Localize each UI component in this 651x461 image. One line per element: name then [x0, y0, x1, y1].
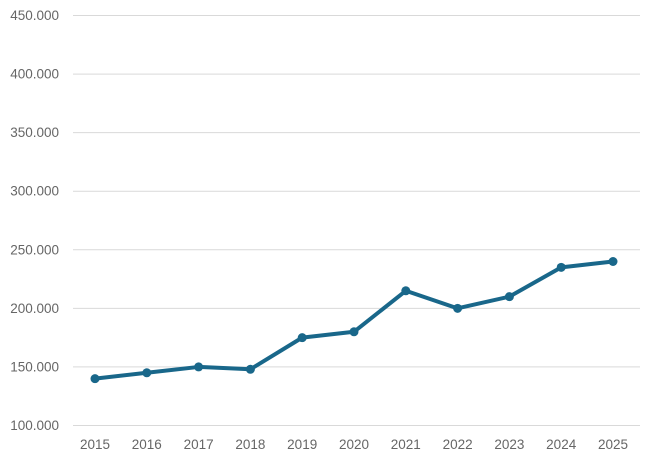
y-axis-tick-label: 150.000: [10, 359, 59, 374]
data-point-2016: [142, 368, 152, 378]
x-axis-tick-label: 2022: [443, 437, 473, 452]
data-point-2021: [401, 286, 411, 296]
x-axis-tick-label: 2017: [184, 437, 214, 452]
data-point-2015: [90, 374, 100, 384]
x-axis-tick-label: 2024: [546, 437, 577, 452]
y-axis-tick-label: 350.000: [10, 125, 59, 140]
y-axis-tick-label: 300.000: [10, 184, 59, 199]
y-axis-tick-label: 400.000: [10, 67, 59, 82]
y-axis-tick-label: 200.000: [10, 301, 59, 316]
data-point-2023: [504, 292, 514, 302]
x-axis-tick-label: 2025: [598, 437, 628, 452]
data-point-2025: [608, 257, 618, 266]
x-axis-tick-label: 2020: [339, 437, 369, 452]
x-axis-tick-label: 2018: [235, 437, 265, 452]
data-line: [93, 259, 615, 381]
x-axis-tick-label: 2015: [80, 437, 110, 452]
y-axis-tick-label: 100.000: [10, 418, 59, 433]
x-axis-tick-label: 2016: [132, 437, 162, 452]
data-point-2019: [297, 333, 307, 343]
data-point-2022: [453, 303, 463, 313]
y-axis-tick-label: 250.000: [10, 242, 59, 257]
x-axis-tick-label: 2023: [494, 437, 524, 452]
y-axis-tick-label: 450.000: [10, 8, 59, 23]
x-axis-tick-label: 2019: [287, 437, 317, 452]
data-point-2017: [194, 362, 204, 372]
x-axis-tick-label: 2021: [391, 437, 421, 452]
data-point-2018: [245, 364, 255, 374]
data-point-2024: [556, 262, 566, 272]
data-point-2020: [349, 327, 359, 337]
